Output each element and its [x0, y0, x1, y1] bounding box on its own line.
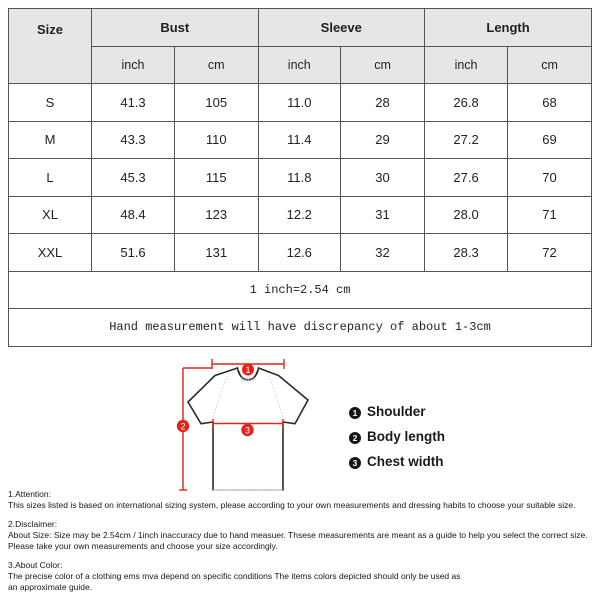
svg-text:S-M-L: S-M-L: [241, 377, 256, 383]
svg-text:1: 1: [245, 365, 250, 375]
svg-text:3: 3: [245, 426, 250, 436]
svg-text:2: 2: [180, 422, 185, 432]
